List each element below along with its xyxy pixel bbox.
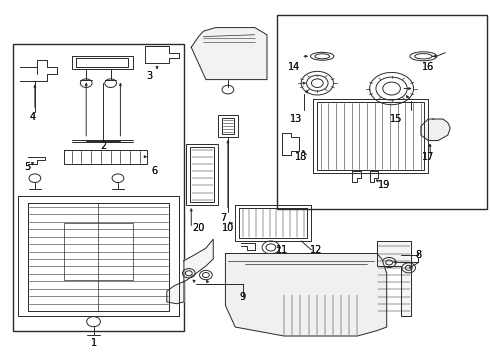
- Bar: [221, 118, 234, 134]
- Bar: [218, 116, 238, 137]
- Text: 8: 8: [416, 250, 421, 260]
- Text: 2: 2: [100, 141, 106, 151]
- Text: 15: 15: [390, 114, 403, 124]
- Text: 7: 7: [220, 213, 226, 222]
- Text: 18: 18: [295, 152, 307, 162]
- Text: 14: 14: [288, 62, 300, 72]
- Text: 6: 6: [151, 166, 158, 176]
- Bar: [190, 147, 214, 202]
- Text: 9: 9: [240, 292, 245, 302]
- Text: 9: 9: [240, 292, 245, 302]
- Text: 4: 4: [29, 112, 35, 122]
- Text: 1: 1: [91, 338, 97, 348]
- Text: 14: 14: [288, 62, 300, 72]
- Text: 2: 2: [100, 141, 106, 151]
- Text: 6: 6: [151, 166, 158, 176]
- Polygon shape: [167, 239, 213, 304]
- Text: 18: 18: [295, 152, 307, 162]
- Text: 19: 19: [378, 180, 391, 190]
- Text: 7: 7: [220, 213, 226, 222]
- Text: 1: 1: [91, 338, 97, 348]
- Text: 4: 4: [29, 112, 35, 122]
- Polygon shape: [421, 119, 450, 140]
- Bar: [239, 208, 307, 238]
- Text: 17: 17: [422, 152, 435, 162]
- Text: 20: 20: [193, 224, 205, 233]
- Text: 13: 13: [290, 114, 302, 124]
- Polygon shape: [191, 28, 267, 80]
- Text: 10: 10: [222, 224, 234, 233]
- Bar: [13, 44, 184, 330]
- Text: 12: 12: [310, 245, 322, 255]
- Text: 16: 16: [422, 62, 434, 72]
- Text: 5: 5: [24, 162, 31, 172]
- Text: 8: 8: [416, 250, 421, 260]
- Text: 13: 13: [290, 114, 302, 124]
- Text: 20: 20: [193, 224, 205, 233]
- Polygon shape: [225, 253, 387, 336]
- Bar: [64, 223, 133, 280]
- Text: 11: 11: [275, 245, 288, 255]
- Text: 3: 3: [147, 71, 153, 81]
- Text: 19: 19: [378, 180, 391, 190]
- Text: 15: 15: [390, 114, 403, 124]
- Polygon shape: [377, 241, 411, 316]
- Text: 17: 17: [422, 152, 435, 162]
- Text: 10: 10: [222, 224, 234, 233]
- Bar: [318, 102, 424, 170]
- Bar: [186, 144, 218, 205]
- Text: 16: 16: [422, 62, 434, 72]
- Bar: [277, 15, 487, 209]
- Text: 5: 5: [24, 162, 31, 172]
- Text: 11: 11: [275, 245, 288, 255]
- Text: 3: 3: [147, 71, 153, 81]
- Text: 12: 12: [310, 245, 322, 255]
